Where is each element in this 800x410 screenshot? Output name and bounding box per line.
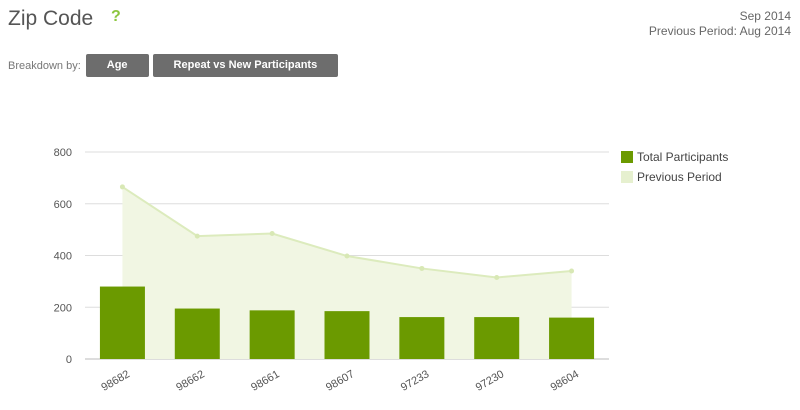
page-title: Zip Code [8, 7, 94, 30]
previous-period-point [119, 184, 125, 190]
bar [174, 308, 220, 359]
y-tick-label: 0 [66, 354, 72, 366]
y-tick-label: 600 [54, 199, 72, 211]
bar [399, 317, 445, 359]
legend-swatch [621, 151, 633, 163]
breakdown-label: Breakdown by: [8, 59, 81, 72]
bar [324, 311, 370, 359]
previous-period-point [269, 231, 275, 237]
legend-label: Total Participants [637, 150, 728, 164]
y-tick-label: 800 [54, 147, 72, 159]
x-tick-label: 97233 [399, 368, 431, 394]
previous-period-point [344, 253, 350, 259]
bar [474, 317, 520, 359]
previous-period-area [122, 186, 572, 359]
x-tick-label: 98661 [249, 368, 281, 394]
previous-period: Previous Period: Aug 2014 [648, 24, 791, 38]
current-period: Sep 2014 [739, 9, 791, 23]
x-tick-label: 98662 [174, 368, 206, 394]
legend-swatch [621, 171, 633, 183]
previous-period-point [494, 274, 500, 280]
x-tick-label: 98607 [324, 368, 356, 394]
y-tick-label: 400 [54, 251, 72, 263]
previous-period-point [569, 268, 575, 274]
previous-period-point [194, 233, 200, 239]
bar [549, 317, 595, 359]
y-tick-label: 200 [54, 302, 72, 314]
bar [249, 310, 295, 359]
legend-label: Previous Period [637, 170, 722, 184]
period-info: Sep 2014 Previous Period: Aug 2014 [649, 9, 791, 39]
previous-period-point [419, 265, 425, 271]
x-tick-label: 98682 [99, 368, 131, 394]
x-tick-label: 97230 [474, 368, 506, 394]
help-icon[interactable]: ? [111, 8, 121, 25]
breakdown-bar: Breakdown by: Age Repeat vs New Particip… [8, 54, 342, 77]
x-tick-label: 98604 [549, 368, 581, 394]
age-button[interactable]: Age [85, 54, 149, 77]
repeat-vs-new-button[interactable]: Repeat vs New Participants [152, 54, 339, 77]
bar [99, 286, 145, 359]
